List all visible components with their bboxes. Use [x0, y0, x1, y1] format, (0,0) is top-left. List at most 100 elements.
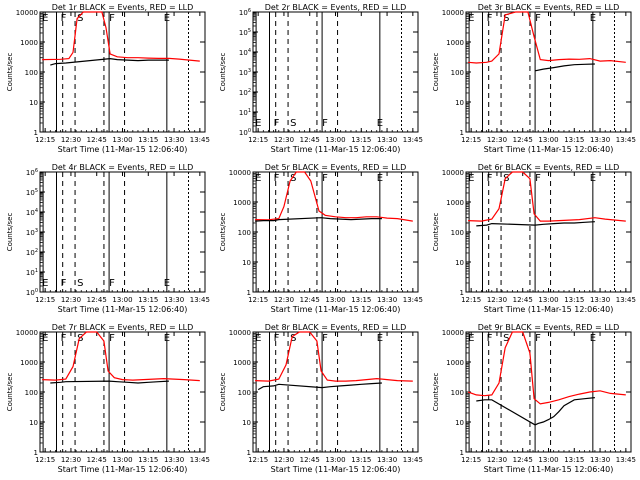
state-marker-label: E — [468, 173, 474, 184]
x-tick-label: 13:00 — [538, 296, 558, 304]
y-axis-label: Counts/sec — [219, 53, 227, 92]
x-tick-label: 12:45 — [513, 136, 533, 144]
state-marker-label: F — [487, 13, 493, 24]
state-marker-label: F — [274, 333, 280, 344]
state-marker-label: E — [164, 278, 170, 289]
series-events-line — [476, 221, 595, 227]
y-tick-label: 1 — [460, 289, 464, 297]
series-lld-line — [42, 11, 200, 62]
y-tick-label: 100 — [238, 389, 251, 397]
y-tick-label: 105 — [239, 28, 251, 37]
x-tick-label: 13:45 — [616, 136, 636, 144]
y-tick-label: 100 — [451, 389, 464, 397]
y-tick-label: 10000 — [442, 169, 464, 177]
x-tick-label: 12:30 — [274, 296, 294, 304]
x-tick-label: 12:15 — [461, 136, 481, 144]
x-tick-label: 12:30 — [487, 456, 507, 464]
x-tick-label: 13:00 — [325, 296, 345, 304]
y-tick-label: 1000 — [233, 199, 251, 207]
x-axis-label: Start Time (11-Mar-15 12:06:40) — [484, 145, 614, 154]
x-axis-label: Start Time (11-Mar-15 12:06:40) — [484, 465, 614, 474]
y-tick-label: 100 — [451, 229, 464, 237]
x-tick-label: 12:30 — [61, 456, 81, 464]
x-tick-label: 13:00 — [325, 136, 345, 144]
state-marker-label: F — [274, 118, 280, 129]
y-tick-label: 100 — [25, 69, 38, 77]
chart-title: Det 8r BLACK = Events, RED = LLD — [265, 323, 407, 332]
state-marker-label: F — [61, 278, 67, 289]
x-tick-label: 13:00 — [112, 136, 132, 144]
x-tick-label: 13:30 — [590, 136, 610, 144]
chart-title: Det 9r BLACK = Events, RED = LLD — [478, 323, 620, 332]
series-lld-line — [255, 171, 413, 222]
y-tick-label: 1 — [247, 449, 251, 457]
y-tick-label: 10 — [455, 419, 464, 427]
plot-frame — [465, 171, 632, 293]
x-tick-label: 13:15 — [351, 136, 371, 144]
panel-det-6r: 1 10 100 1000 10000 12:15 12:30 12:45 13:00 13:15… — [432, 163, 636, 314]
state-marker-label: F — [61, 13, 67, 24]
state-marker-label: F — [487, 333, 493, 344]
series-lld-line — [255, 331, 413, 382]
y-tick-label: 104 — [239, 48, 251, 57]
y-tick-label: 10 — [242, 259, 251, 267]
x-tick-label: 12:30 — [274, 136, 294, 144]
y-tick-label: 1000 — [446, 39, 464, 47]
chart-title: Det 6r BLACK = Events, RED = LLD — [478, 163, 620, 172]
plot-frame — [39, 11, 206, 133]
state-marker-label: F — [274, 173, 280, 184]
state-marker-label: E — [377, 333, 383, 344]
x-tick-label: 13:30 — [590, 296, 610, 304]
y-tick-label: 101 — [26, 268, 38, 277]
state-marker-label: F — [487, 173, 493, 184]
y-tick-label: 1 — [460, 449, 464, 457]
state-marker-label: S — [77, 333, 83, 344]
x-tick-label: 12:15 — [35, 136, 55, 144]
x-tick-label: 13:00 — [325, 456, 345, 464]
plot-frame — [39, 171, 206, 293]
x-tick-label: 13:15 — [138, 296, 158, 304]
x-tick-label: 13:45 — [403, 296, 423, 304]
state-marker-label: F — [322, 173, 328, 184]
x-tick-label: 12:45 — [513, 456, 533, 464]
x-tick-label: 13:30 — [377, 296, 397, 304]
y-tick-label: 1000 — [20, 359, 38, 367]
x-tick-label: 12:45 — [87, 296, 107, 304]
state-marker-label: S — [503, 13, 509, 24]
y-tick-label: 10 — [455, 259, 464, 267]
state-marker-label: E — [255, 333, 261, 344]
plot-frame — [252, 171, 419, 293]
y-axis-label: Counts/sec — [6, 213, 14, 252]
x-tick-label: 13:45 — [403, 136, 423, 144]
panel-det-4r: 100 101 102 103 104 105 106 12:15 12:30 12:45 13:0… — [6, 163, 210, 314]
x-tick-label: 13:15 — [351, 456, 371, 464]
x-tick-label: 13:45 — [190, 136, 210, 144]
panel-det-1r: 1 10 100 1000 10000 12:15 12:30 12:45 13:00 13:15… — [6, 3, 210, 154]
state-marker-label: S — [503, 333, 509, 344]
state-marker-label: E — [164, 13, 170, 24]
y-tick-label: 101 — [239, 108, 251, 117]
state-marker-label: F — [322, 118, 328, 129]
x-tick-label: 12:45 — [300, 456, 320, 464]
y-axis-label: Counts/sec — [432, 373, 440, 412]
state-marker-label: F — [535, 173, 541, 184]
x-axis-label: Start Time (11-Mar-15 12:06:40) — [271, 465, 401, 474]
y-tick-label: 102 — [239, 88, 251, 97]
y-tick-label: 106 — [26, 168, 38, 177]
x-tick-label: 13:45 — [190, 456, 210, 464]
state-marker-label: F — [109, 333, 115, 344]
y-axis-label: Counts/sec — [6, 53, 14, 92]
panel-det-8r: 1 10 100 1000 10000 12:15 12:30 12:45 13:00 13:15… — [219, 323, 423, 474]
x-tick-label: 13:45 — [190, 296, 210, 304]
x-tick-label: 12:30 — [487, 136, 507, 144]
series-lld-line — [42, 331, 200, 382]
x-tick-label: 12:30 — [274, 456, 294, 464]
chart-title: Det 2r BLACK = Events, RED = LLD — [265, 3, 407, 12]
x-axis-label: Start Time (11-Mar-15 12:06:40) — [58, 465, 188, 474]
x-tick-label: 13:30 — [164, 456, 184, 464]
y-tick-label: 10000 — [16, 329, 38, 337]
x-tick-label: 12:45 — [300, 296, 320, 304]
x-tick-label: 12:15 — [461, 456, 481, 464]
y-tick-label: 10 — [29, 419, 38, 427]
x-axis-label: Start Time (11-Mar-15 12:06:40) — [58, 305, 188, 314]
